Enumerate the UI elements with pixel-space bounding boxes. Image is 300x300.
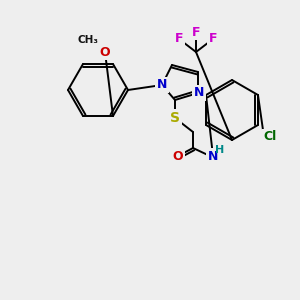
Text: O: O <box>100 46 110 59</box>
Text: N: N <box>194 86 204 100</box>
Text: F: F <box>192 26 200 38</box>
Text: F: F <box>209 32 217 46</box>
Text: S: S <box>170 111 180 125</box>
Text: H: H <box>215 145 225 155</box>
Text: N: N <box>208 149 218 163</box>
Text: O: O <box>173 149 183 163</box>
Text: N: N <box>157 79 167 92</box>
Text: F: F <box>175 32 183 46</box>
Text: CH₃: CH₃ <box>77 35 98 45</box>
Text: Cl: Cl <box>263 130 277 143</box>
